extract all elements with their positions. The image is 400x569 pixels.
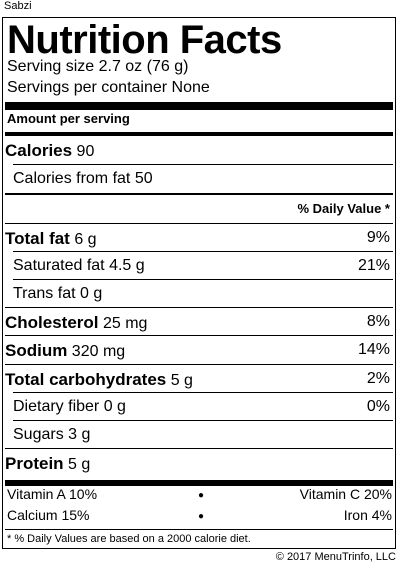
nutrient-row: Saturated fat 4.5 g 21% — [5, 252, 393, 280]
servings-per-container: Servings per container None — [7, 79, 210, 96]
nutrient-amount: 0 g — [103, 398, 126, 415]
nutrient-label: Dietary fiber — [13, 398, 100, 415]
nutrient-daily-value: 2% — [366, 370, 390, 387]
thin-divider — [13, 279, 393, 280]
thin-divider — [5, 223, 393, 224]
nutrient-amount: 5 g — [170, 372, 193, 389]
bullet-icon: ● — [198, 511, 205, 522]
nutrient-label: Total carbohydrates — [5, 370, 167, 389]
nutrient-name-amount: Total carbohydrates 5 g — [5, 370, 193, 390]
nutrient-amount: 320 mg — [71, 343, 126, 360]
nutrient-label: Trans fat — [13, 285, 76, 302]
nutrient-row: Total carbohydrates 5 g 2% — [5, 365, 393, 393]
nutrient-name-amount: Sugars 3 g — [13, 426, 90, 444]
nutrient-label: Protein — [5, 454, 64, 473]
nutrient-daily-value: 0% — [366, 398, 390, 415]
nutrient-amount: 0 g — [80, 285, 103, 302]
vitamin-a: Vitamin A 10% — [7, 486, 98, 502]
nutrient-daily-value: 14% — [357, 341, 390, 358]
nutrient-label: Cholesterol — [5, 313, 99, 332]
thin-divider — [13, 392, 393, 393]
nutrient-label: Saturated fat — [13, 257, 105, 274]
calories-label: Calories — [5, 141, 73, 160]
label-title: Nutrition Facts — [7, 18, 282, 62]
thin-divider — [13, 251, 393, 252]
iron: Iron 4% — [343, 507, 392, 523]
nutrient-daily-value: 9% — [366, 229, 390, 246]
thin-divider — [5, 529, 393, 530]
nutrition-label: Nutrition Facts Serving size 2.7 oz (76 … — [2, 17, 396, 549]
nutrient-row: Dietary fiber 0 g 0% — [5, 393, 393, 421]
thick-divider — [5, 480, 393, 486]
vitamin-c: Vitamin C 20% — [299, 486, 392, 502]
nutrient-row: Trans fat 0 g — [5, 280, 393, 308]
calcium: Calcium 15% — [7, 507, 90, 523]
nutrient-name-amount: Dietary fiber 0 g — [13, 398, 126, 416]
nutrient-row: Sodium 320 mg 14% — [5, 336, 393, 364]
divider — [5, 193, 393, 195]
nutrient-daily-value: 21% — [357, 257, 390, 274]
thin-divider — [13, 420, 393, 421]
copyright: © 2017 MenuTrinfo, LLC — [275, 551, 396, 563]
nutrient-amount: 4.5 g — [109, 257, 145, 274]
nutrient-name-amount: Trans fat 0 g — [13, 285, 102, 303]
thin-divider — [13, 164, 393, 165]
thin-divider — [5, 335, 393, 336]
nutrient-amount: 5 g — [68, 456, 91, 473]
nutrient-name-amount: Total fat 6 g — [5, 229, 97, 249]
nutrient-row: Total fat 6 g 9% — [5, 224, 393, 252]
thin-divider — [5, 448, 393, 449]
footnote: * % Daily Values are based on a 2000 cal… — [7, 533, 251, 545]
calories-from-fat-row: Calories from fat 50 — [5, 165, 393, 193]
thin-divider — [5, 307, 393, 308]
daily-value-header: % Daily Value * — [297, 201, 391, 216]
nutrient-row: Cholesterol 25 mg 8% — [5, 308, 393, 336]
nutrient-amount: 3 g — [68, 426, 91, 443]
calories-row: Calories 90 — [5, 136, 393, 164]
nutrient-amount: 6 g — [74, 231, 97, 248]
thin-divider — [5, 364, 393, 365]
nutrient-label: Total fat — [5, 229, 70, 248]
thick-divider — [5, 102, 393, 110]
calories-from-fat: Calories from fat 50 — [13, 170, 153, 187]
calories-value: 90 — [76, 143, 95, 160]
nutrient-row: Protein 5 g — [5, 449, 393, 477]
nutrient-name-amount: Saturated fat 4.5 g — [13, 257, 145, 275]
product-name: Sabzi — [4, 0, 32, 12]
amount-per-serving: Amount per serving — [7, 111, 130, 126]
nutrient-amount: 25 mg — [102, 315, 148, 332]
nutrient-name-amount: Sodium 320 mg — [5, 341, 125, 361]
medium-divider — [5, 132, 393, 136]
nutrient-row: Sugars 3 g — [5, 421, 393, 449]
nutrient-name-amount: Protein 5 g — [5, 454, 90, 474]
nutrient-daily-value: 8% — [366, 313, 390, 330]
bullet-icon: ● — [198, 490, 205, 501]
nutrient-label: Sugars — [13, 426, 64, 443]
nutrient-name-amount: Cholesterol 25 mg — [5, 313, 147, 333]
dv-header-row: % Daily Value * — [5, 194, 393, 222]
nutrient-label: Sodium — [5, 341, 68, 360]
serving-size: Serving size 2.7 oz (76 g) — [7, 58, 189, 75]
